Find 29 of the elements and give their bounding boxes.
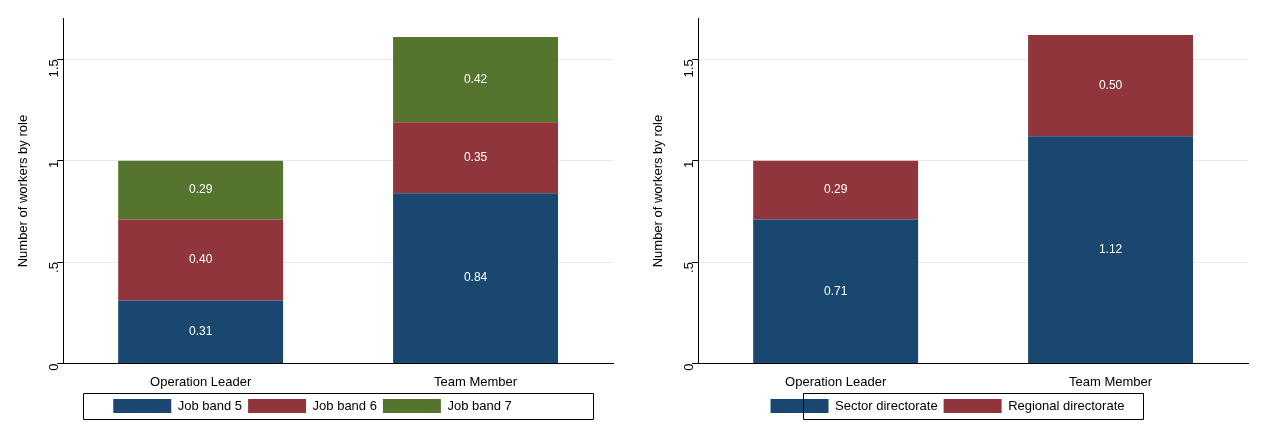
- legend-label: Sector directorate: [835, 397, 938, 413]
- legend-label: Regional directorate: [1008, 397, 1125, 413]
- y-tick-label: 0: [45, 363, 61, 371]
- y-tick-label: .5: [680, 262, 696, 273]
- y-tick-label: 1: [45, 160, 61, 168]
- data-label: 0.40: [188, 252, 213, 267]
- data-label: 0.29: [188, 182, 213, 197]
- data-label: 0.31: [188, 324, 213, 339]
- y-tick-label: 1: [680, 160, 696, 168]
- y-tick-label: 0: [680, 363, 696, 371]
- x-tick-label: Team Member: [1069, 373, 1153, 389]
- data-label: 0.71: [823, 283, 848, 298]
- legend-label: Job band 7: [447, 397, 512, 413]
- x-tick-label: Operation Leader: [150, 373, 252, 389]
- y-axis-title: Number of workers by role: [650, 114, 666, 268]
- y-axis-title: Number of workers by role: [15, 114, 31, 268]
- y-tick-label: 1.5: [45, 59, 61, 78]
- data-label: 0.84: [463, 270, 488, 285]
- data-label: 0.35: [463, 149, 488, 164]
- data-label: 0.50: [1098, 78, 1123, 93]
- y-tick-label: .5: [45, 262, 61, 273]
- x-tick-label: Team Member: [434, 373, 518, 389]
- x-tick-label: Operation Leader: [785, 373, 887, 389]
- legend-label: Job band 6: [312, 397, 377, 413]
- data-label: 1.12: [1098, 241, 1123, 256]
- data-label: 0.29: [823, 182, 848, 197]
- legend-label: Job band 5: [177, 397, 243, 413]
- y-tick-label: 1.5: [680, 59, 696, 78]
- data-label: 0.42: [463, 71, 488, 86]
